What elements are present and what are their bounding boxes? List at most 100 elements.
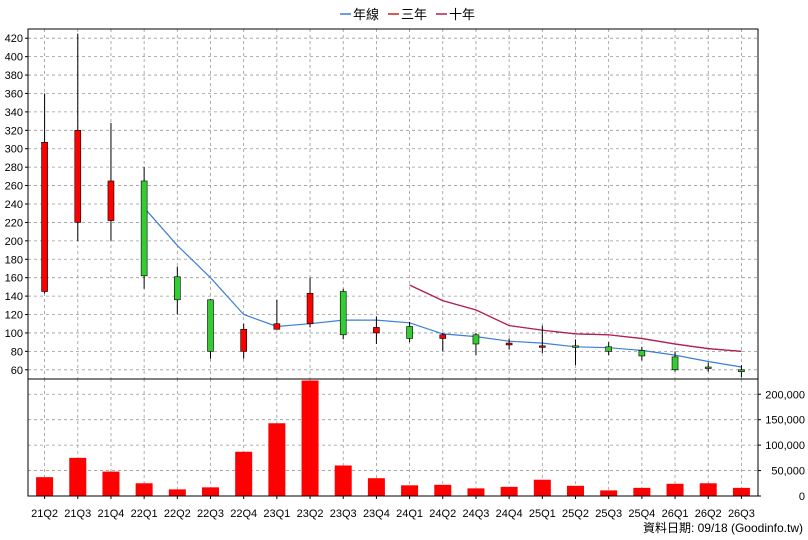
candle-body — [738, 369, 745, 372]
y-tick-label: 100 — [5, 328, 23, 340]
volume-bar — [533, 479, 551, 496]
y-tick-label: 0 — [799, 491, 805, 503]
candle-body — [638, 350, 646, 357]
candle-body — [605, 346, 612, 352]
volume-bar — [268, 423, 286, 496]
candle-body — [41, 141, 48, 292]
volume-bar — [633, 487, 651, 496]
x-tick-label: 24Q1 — [396, 508, 423, 520]
series-line — [409, 284, 742, 352]
volume-bar — [666, 483, 684, 496]
y-tick-label: 80 — [11, 346, 23, 358]
x-tick-label: 23Q3 — [330, 508, 357, 520]
y-tick-label: 280 — [5, 162, 23, 174]
volume-bar — [367, 478, 385, 496]
candle-body — [505, 342, 513, 346]
x-tick-label: 26Q1 — [662, 508, 689, 520]
x-tick-label: 21Q3 — [64, 508, 91, 520]
x-tick-label: 25Q1 — [529, 508, 556, 520]
volume-bar — [401, 485, 419, 496]
candle-body — [704, 366, 712, 369]
x-tick-label: 25Q2 — [562, 508, 589, 520]
y-tick-label: 200 — [5, 236, 23, 248]
candle — [472, 332, 480, 356]
candle — [406, 321, 413, 343]
volume-bar — [135, 483, 153, 496]
volume-panel-frame — [27, 378, 759, 497]
y-tick-label: 160 — [5, 273, 23, 285]
x-tick-label: 22Q2 — [164, 508, 191, 520]
legend-label: 十年 — [449, 7, 475, 22]
y-tick-label: 320 — [5, 125, 23, 137]
y-tick-label: 140 — [5, 291, 23, 303]
x-tick-label: 22Q4 — [230, 508, 257, 520]
candle — [738, 365, 745, 378]
y-tick-label: 150,000 — [765, 415, 805, 427]
x-tick-label: 25Q4 — [628, 508, 655, 520]
volume-bar — [732, 487, 750, 496]
y-tick-label: 220 — [5, 217, 23, 229]
volume-bar — [567, 485, 584, 496]
volume-bar — [699, 483, 717, 496]
candle-body — [174, 276, 181, 301]
candle-body — [671, 356, 679, 371]
candle-body — [373, 327, 380, 334]
y-tick-label: 50,000 — [771, 466, 805, 478]
candle — [505, 338, 513, 350]
y-tick-label: 420 — [5, 33, 23, 45]
candle — [539, 325, 546, 354]
candle-body — [306, 293, 314, 325]
y-tick-label: 240 — [5, 199, 23, 211]
price-grid — [28, 29, 758, 379]
candle — [240, 323, 247, 359]
legend-label: 年線 — [353, 7, 379, 22]
y-tick-label: 360 — [5, 88, 23, 100]
candle-body — [339, 291, 347, 336]
legend-label: 三年 — [401, 7, 427, 22]
x-tick-label: 22Q3 — [197, 508, 224, 520]
x-tick-label: 23Q1 — [263, 508, 290, 520]
data-date-footer: 資料日期: 09/18 (Goodinfo.tw) — [643, 521, 803, 535]
volume-bar — [102, 471, 120, 496]
candle-body — [572, 345, 579, 348]
candle-body — [107, 180, 115, 221]
volume-bar — [434, 484, 452, 496]
volume-bar — [202, 487, 219, 496]
candle — [671, 351, 679, 372]
x-tick-label: 24Q3 — [462, 508, 489, 520]
candle-body — [207, 299, 214, 352]
candle-body — [472, 334, 480, 345]
y-tick-label: 60 — [11, 365, 23, 377]
volume-y-axis: 0 50,000 100,000 150,000 200,000 — [758, 389, 805, 503]
candle-body — [539, 345, 546, 348]
candle — [140, 167, 148, 289]
candle — [174, 266, 181, 315]
x-tick-label: 24Q4 — [496, 508, 523, 520]
candle — [572, 339, 579, 366]
volume-grid — [28, 379, 758, 496]
volume-bar — [69, 457, 87, 496]
candle — [373, 316, 380, 344]
price-y-axis: 60 80 100 120 140 160 180 200 220 240 260 280 300 320… — [5, 33, 28, 377]
x-tick-label: 21Q4 — [97, 508, 124, 520]
y-tick-label: 260 — [5, 181, 23, 193]
candle-body — [406, 326, 413, 339]
volume-bar — [600, 490, 618, 496]
candle-body — [240, 328, 247, 352]
y-tick-label: 120 — [5, 310, 23, 322]
y-tick-label: 100,000 — [765, 440, 805, 452]
price-candles — [41, 33, 745, 378]
x-tick-label: 26Q2 — [695, 508, 722, 520]
volume-bar — [301, 380, 319, 496]
candle — [41, 93, 48, 294]
volume-bar — [500, 486, 518, 496]
y-tick-label: 180 — [5, 254, 23, 266]
x-tick-label: 24Q2 — [429, 508, 456, 520]
y-tick-label: 400 — [5, 52, 23, 64]
y-tick-label: 200,000 — [765, 389, 805, 401]
candle-body — [74, 130, 82, 223]
quarter-x-axis: 21Q2 21Q3 21Q4 22Q1 22Q2 22Q3 22Q4 23Q1 23Q2 23Q3… — [31, 496, 755, 520]
candle — [339, 288, 347, 340]
volume-bar — [467, 488, 485, 496]
